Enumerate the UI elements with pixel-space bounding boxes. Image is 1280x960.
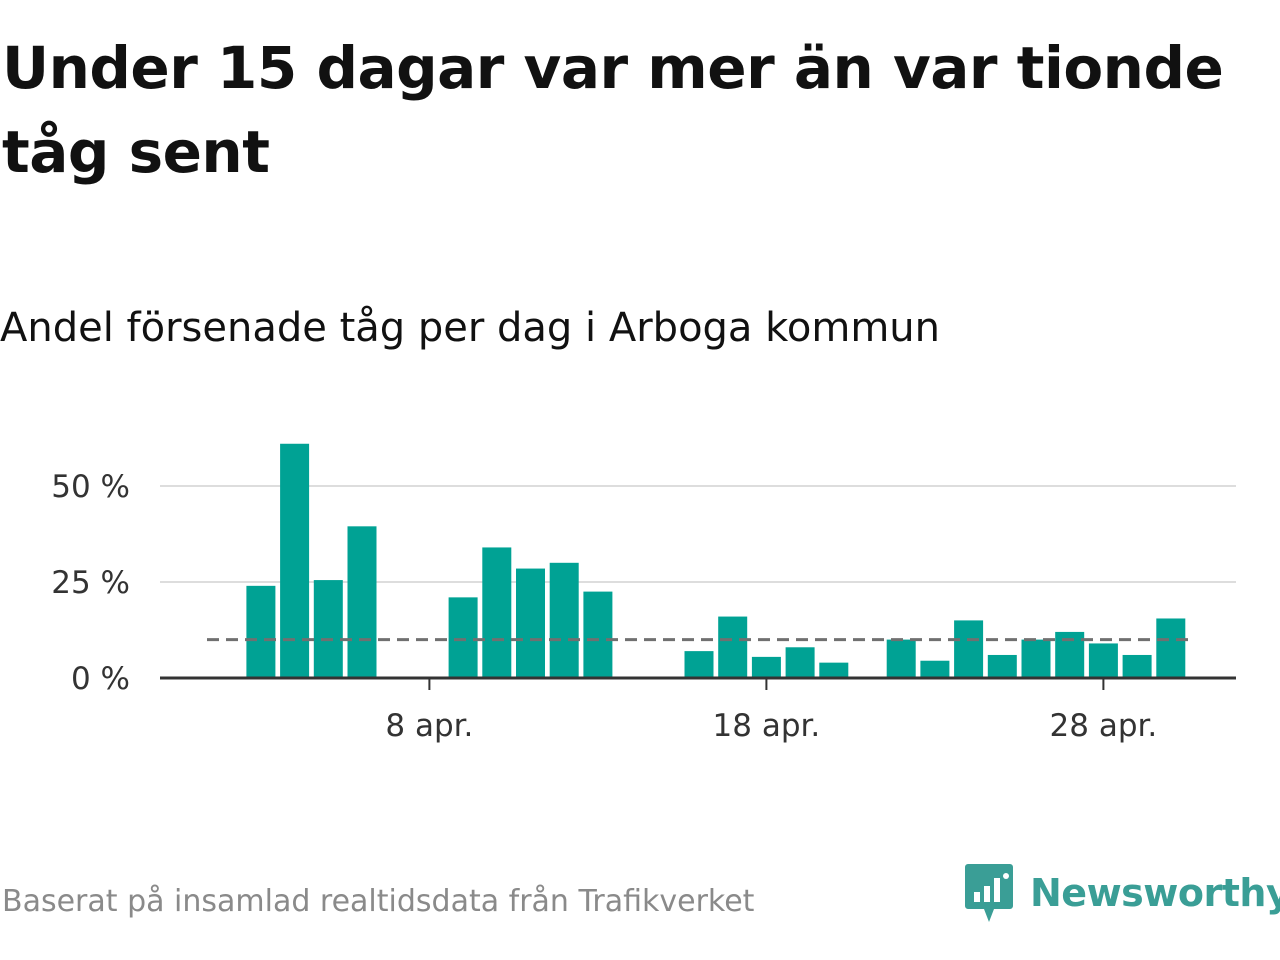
y-tick-label: 50 %: [51, 469, 130, 505]
bar: [482, 547, 512, 678]
x-tick-label: 18 apr.: [713, 708, 821, 744]
newsworthy-logo-icon: [965, 864, 1013, 922]
y-tick-label: 0 %: [71, 661, 130, 697]
gridlines: [160, 485, 1236, 583]
bar: [954, 620, 984, 678]
bar: [549, 562, 579, 678]
bar: [347, 526, 377, 678]
x-tick-label: 8 apr.: [385, 708, 473, 744]
bar-chart: 0 % 25 % 50 % 8 apr. 18 apr. 28 apr.: [51, 443, 1236, 744]
bar: [583, 591, 613, 678]
brand-name: Newsworthy: [1030, 871, 1280, 915]
bar: [785, 647, 815, 678]
axes: 0 % 25 % 50 % 8 apr. 18 apr. 28 apr.: [51, 469, 1236, 744]
y-tick-label: 25 %: [51, 565, 130, 601]
bar: [448, 597, 478, 678]
bar: [920, 660, 950, 678]
source-note: Baserat på insamlad realtidsdata från Tr…: [2, 884, 755, 919]
bar: [819, 662, 849, 678]
bar: [313, 580, 343, 678]
bar: [516, 568, 545, 678]
x-tick-label: 28 apr.: [1050, 708, 1158, 744]
bar: [1122, 654, 1152, 678]
chart-subtitle: Andel försenade tåg per dag i Arboga kom…: [0, 305, 940, 351]
bar: [684, 651, 714, 678]
bar: [246, 585, 276, 678]
bar: [280, 443, 310, 678]
bar: [751, 656, 781, 678]
bar: [987, 654, 1017, 678]
bar: [1021, 639, 1051, 678]
bar: [1156, 618, 1186, 678]
brand-logo-link[interactable]: Newsworthy: [964, 862, 1280, 924]
chart-title: Under 15 dagar var mer än var tionde tåg…: [2, 34, 1224, 186]
bars: [246, 443, 1186, 678]
bar: [886, 639, 916, 678]
bar: [718, 616, 748, 678]
bar: [1088, 643, 1118, 678]
